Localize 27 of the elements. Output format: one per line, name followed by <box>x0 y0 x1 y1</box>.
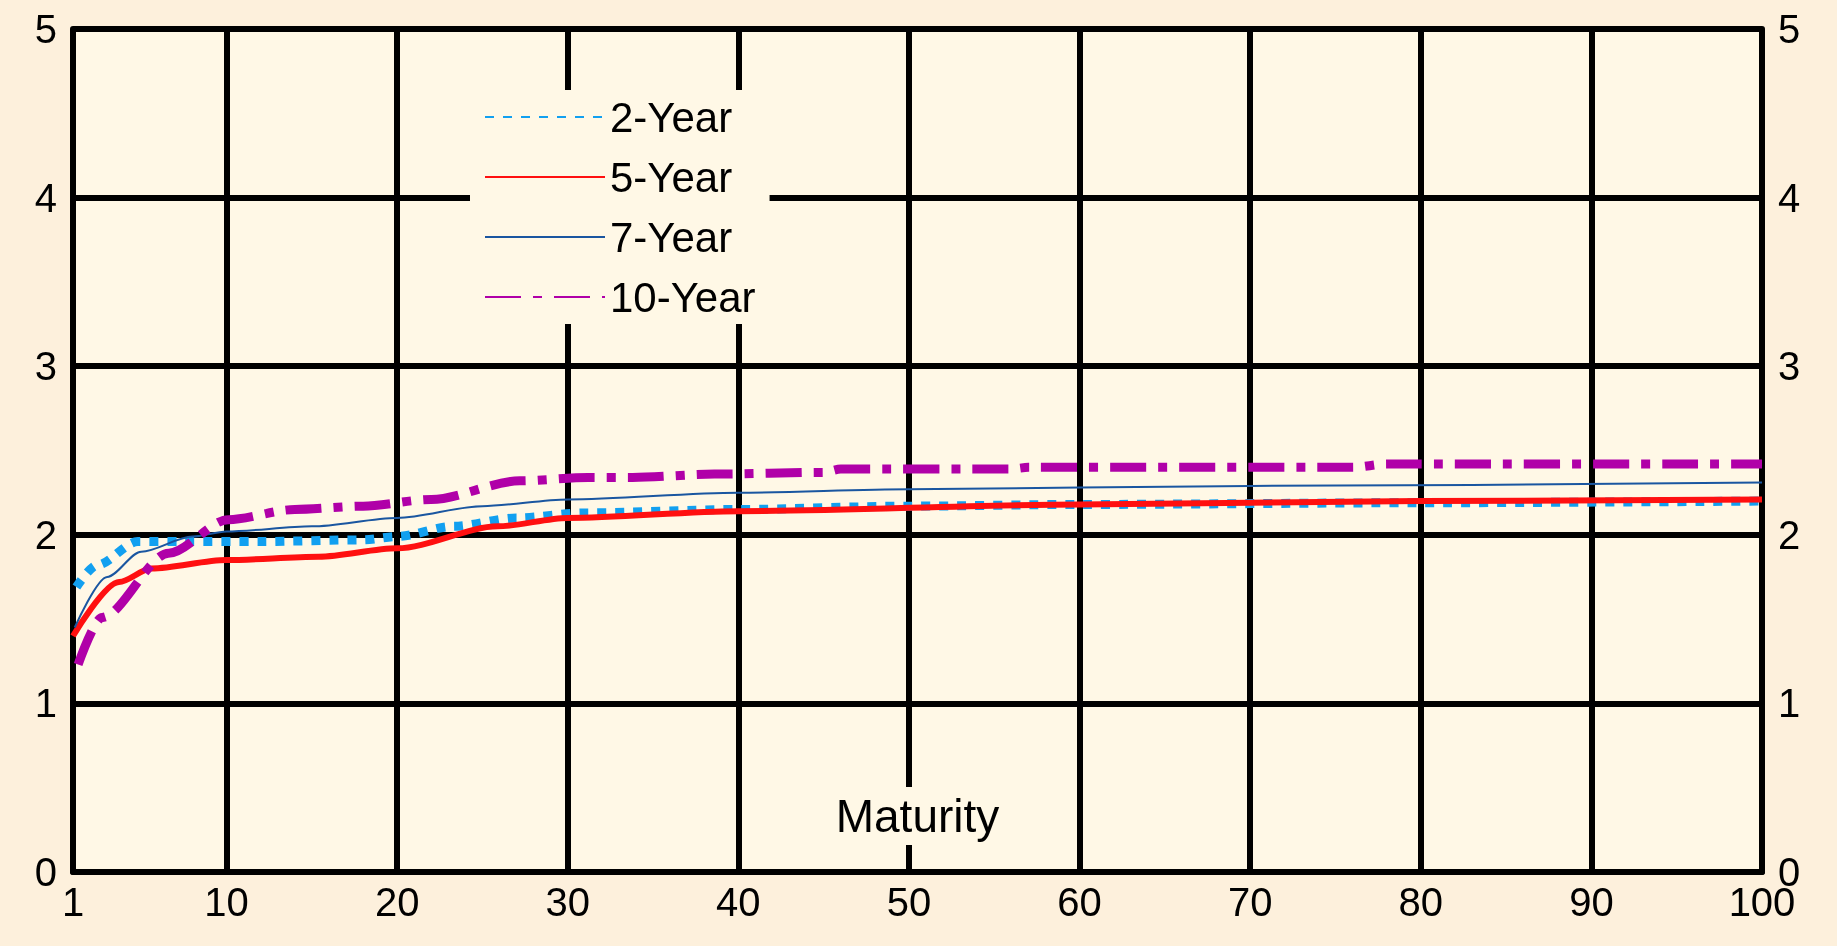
y-tick-label: 0 <box>34 850 57 894</box>
legend-label: 10-Year <box>610 273 756 321</box>
y2-tick-label: 4 <box>1778 175 1801 220</box>
x-tick-label: 80 <box>1398 880 1444 924</box>
y2-tick-label: 5 <box>1778 7 1801 51</box>
y2-tick-label: 2 <box>1778 512 1801 557</box>
x-tick-label: 70 <box>1227 880 1273 924</box>
x-tick-label: 40 <box>716 880 761 924</box>
legend-label: 2-Year <box>610 93 733 141</box>
y-tick-label: 3 <box>34 344 57 389</box>
x-tick-label: 30 <box>545 880 591 924</box>
x-axis-title: Maturity <box>835 790 1000 842</box>
x-tick-label: 1 <box>61 880 85 924</box>
legend-label: 5-Year <box>610 153 733 201</box>
y-tick-label: 1 <box>34 681 57 726</box>
y-tick-label: 4 <box>34 175 57 220</box>
y2-tick-label: 3 <box>1778 344 1801 389</box>
y-tick-label: 5 <box>34 7 57 51</box>
x-tick-label: 20 <box>374 880 420 924</box>
x-tick-label: 10 <box>204 880 249 924</box>
x-tick-label: 60 <box>1057 880 1102 924</box>
x-tick-label: 90 <box>1569 880 1614 924</box>
legend-label: 7-Year <box>610 213 733 261</box>
y2-tick-label: 1 <box>1778 681 1801 726</box>
y-tick-label: 2 <box>34 512 57 557</box>
x-tick-label: 50 <box>886 880 932 924</box>
line-series <box>73 481 1763 629</box>
